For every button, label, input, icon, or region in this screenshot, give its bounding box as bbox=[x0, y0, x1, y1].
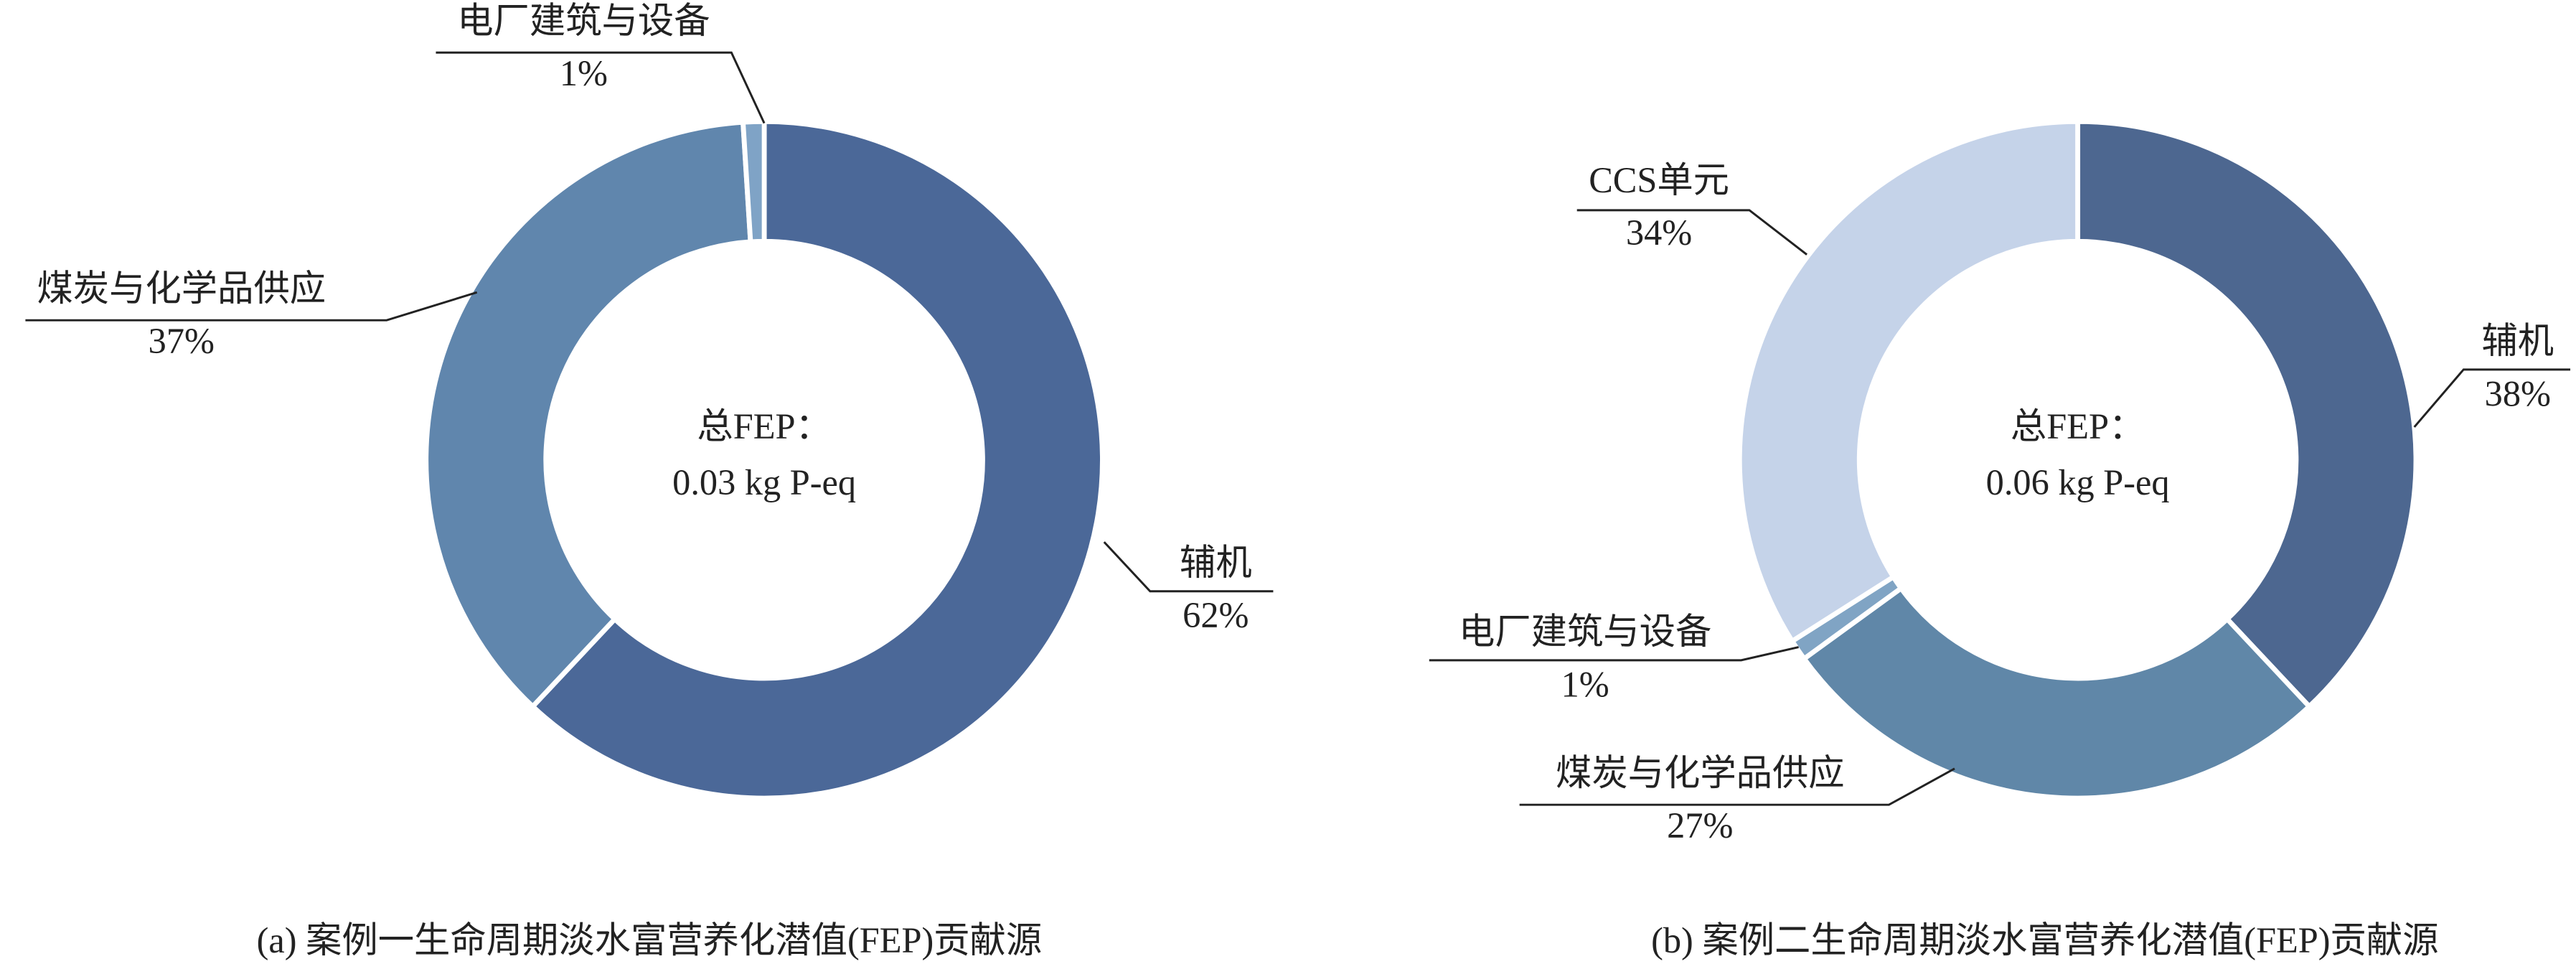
slice-value-label: 27% bbox=[1667, 805, 1733, 846]
donut-slice bbox=[1736, 118, 2081, 645]
leader-line bbox=[1429, 646, 1799, 662]
slice-value-label: 34% bbox=[1626, 212, 1692, 253]
slice-label: CCS单元 bbox=[1589, 160, 1729, 200]
leader-line bbox=[1576, 209, 1808, 256]
leader-line bbox=[1519, 767, 1955, 806]
leader-line bbox=[2413, 368, 2571, 428]
chart-caption: (b) 案例二生命周期淡水富营养化潜值(FEP)贡献源 bbox=[1651, 920, 2438, 960]
center-value: 0.03 kg P-eq bbox=[672, 462, 856, 502]
leader-line bbox=[436, 51, 766, 124]
donut-slice bbox=[529, 118, 1105, 801]
donut-slice bbox=[740, 118, 767, 245]
slice-label: 辅机 bbox=[2481, 321, 2554, 361]
slice-value-label: 62% bbox=[1183, 595, 1249, 635]
slice-value-label: 37% bbox=[149, 321, 215, 361]
leader-line bbox=[25, 291, 478, 322]
center-label: 总FEP： bbox=[2011, 406, 2145, 446]
slice-label: 电厂建筑与设备 bbox=[457, 1, 710, 41]
donut-slice bbox=[1800, 584, 2313, 801]
center-label: 总FEP： bbox=[697, 406, 831, 446]
donut-slice bbox=[423, 119, 753, 711]
center-value: 0.06 kg P-eq bbox=[1986, 462, 2170, 502]
slice-label: 电厂建筑与设备 bbox=[1459, 612, 1711, 652]
slice-value-label: 38% bbox=[2485, 373, 2551, 413]
slice-value-label: 1% bbox=[560, 53, 608, 93]
slice-label: 煤炭与化学品供应 bbox=[37, 268, 326, 309]
slice-value-label: 1% bbox=[1561, 664, 1609, 704]
chart-caption: (a) 案例一生命周期淡水富营养化潜值(FEP)贡献源 bbox=[257, 920, 1043, 960]
donut-slice bbox=[2075, 118, 2419, 711]
leader-line bbox=[1103, 541, 1274, 593]
slice-label: 辅机 bbox=[1180, 543, 1252, 583]
slice-label: 煤炭与化学品供应 bbox=[1556, 753, 1845, 793]
